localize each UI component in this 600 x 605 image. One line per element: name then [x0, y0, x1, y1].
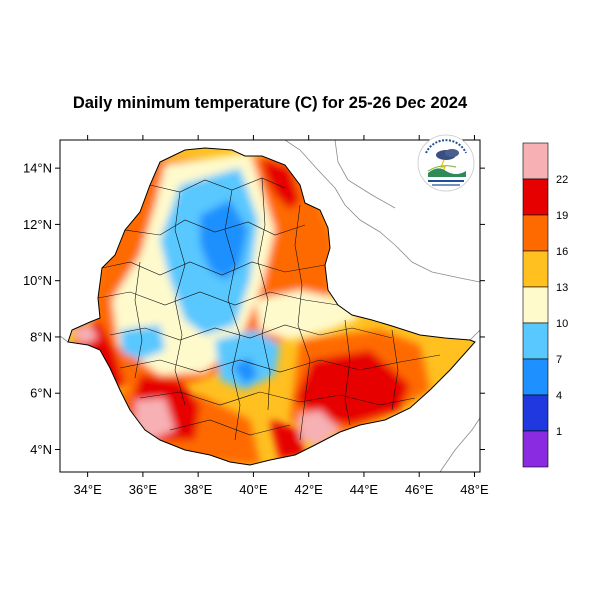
legend-label: 1	[556, 426, 562, 438]
legend-swatch	[522, 394, 549, 432]
lat-tick-label: 8°N	[30, 329, 52, 344]
legend-label: 10	[556, 318, 568, 330]
lat-tick-label: 10°N	[23, 273, 52, 288]
legend-colorbar: 22 19 16 13 10 7 4 1	[522, 142, 568, 468]
legend-label: 7	[556, 354, 562, 366]
ethiopian-meteorology-institute-logo	[417, 134, 475, 192]
latitude-axis: 4°N 6°N 8°N 10°N 12°N 14°N	[23, 161, 485, 457]
lon-tick-label: 36°E	[129, 482, 158, 497]
neighbour-borders	[60, 140, 480, 472]
lon-tick-label: 42°E	[295, 482, 324, 497]
longitude-axis: 34°E 36°E 38°E 40°E 42°E 44°E 46°E 48°E	[73, 135, 489, 497]
lon-tick-label: 40°E	[239, 482, 268, 497]
lon-tick-label: 34°E	[73, 482, 102, 497]
temperature-field	[68, 148, 475, 465]
lat-tick-label: 12°N	[23, 217, 52, 232]
lat-tick-label: 14°N	[23, 161, 52, 176]
lon-tick-label: 48°E	[460, 482, 489, 497]
lat-tick-label: 4°N	[30, 442, 52, 457]
legend-label: 16	[556, 246, 568, 258]
plot-frame	[59, 139, 481, 473]
legend-label: 22	[556, 174, 568, 186]
legend-swatch	[522, 250, 549, 288]
lon-tick-label: 44°E	[350, 482, 379, 497]
legend-swatch	[522, 322, 549, 360]
legend-swatch	[522, 178, 549, 216]
legend-swatch	[522, 286, 549, 324]
legend-label: 4	[556, 390, 562, 402]
legend-swatch	[522, 142, 549, 180]
country-outline	[67, 147, 476, 466]
lat-tick-label: 6°N	[30, 386, 52, 401]
admin-borders	[97, 177, 441, 441]
legend-label: 13	[556, 282, 568, 294]
lon-tick-label: 46°E	[405, 482, 434, 497]
page-title: Daily minimum temperature (C) for 25-26 …	[72, 94, 468, 112]
legend-label: 19	[556, 210, 568, 222]
legend-swatch	[522, 358, 549, 396]
legend-swatch	[522, 214, 549, 252]
lon-tick-label: 38°E	[184, 482, 213, 497]
legend-swatch	[522, 430, 549, 468]
